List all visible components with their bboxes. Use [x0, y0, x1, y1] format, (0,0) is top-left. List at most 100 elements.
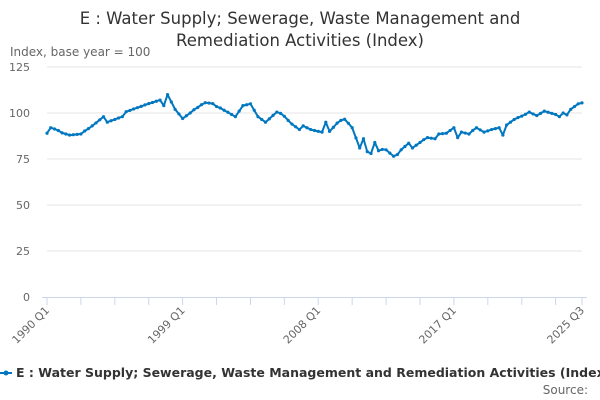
data-point — [98, 118, 102, 122]
data-point — [535, 113, 539, 118]
y-axis-label: Index, base year = 100 — [10, 45, 151, 59]
x-tick-label: 2008 Q1 — [281, 304, 324, 347]
data-point — [116, 116, 121, 120]
data-point — [576, 102, 580, 106]
data-point — [154, 99, 158, 103]
data-point — [109, 119, 113, 123]
data-point — [267, 117, 271, 121]
data-point — [350, 126, 354, 130]
data-point — [71, 133, 75, 137]
data-point — [557, 115, 561, 119]
data-point — [569, 107, 573, 111]
data-point — [376, 149, 381, 153]
data-point — [237, 109, 241, 113]
data-point — [354, 136, 358, 140]
data-point — [94, 121, 98, 125]
data-point — [282, 114, 286, 118]
data-point — [538, 111, 543, 115]
data-point — [489, 127, 494, 132]
data-point — [177, 112, 181, 116]
data-point — [501, 133, 505, 137]
source-label: Source: — [542, 383, 588, 397]
data-point — [199, 103, 204, 107]
data-point — [331, 125, 335, 129]
gridlines — [47, 66, 582, 252]
data-point — [207, 101, 211, 105]
data-point — [124, 110, 128, 114]
data-point — [309, 127, 313, 132]
data-point — [214, 104, 219, 109]
data-point — [508, 120, 513, 124]
y-axis-ticks: 0 25 50 75 100 125 — [9, 61, 30, 304]
data-point — [196, 105, 200, 110]
x-tick-label: 1999 Q1 — [145, 304, 188, 347]
data-point — [188, 111, 192, 115]
data-point — [79, 132, 83, 136]
data-point — [422, 138, 426, 142]
chart-title-line-2: Remediation Activities (Index) — [176, 31, 424, 50]
data-point — [444, 131, 448, 135]
data-point — [471, 128, 475, 133]
data-point — [561, 111, 565, 115]
data-point — [245, 103, 249, 107]
data-point — [459, 130, 464, 134]
data-point — [531, 112, 535, 116]
line-chart: 0 25 50 75 100 125 1990 Q1 1999 Q1 2008 Q1 2017 … — [9, 61, 587, 347]
data-point — [440, 132, 445, 136]
data-point — [226, 110, 230, 114]
data-point — [45, 131, 49, 135]
data-point — [192, 108, 196, 112]
data-point — [275, 110, 279, 114]
chart-title: E : Water Supply; Sewerage, Waste Manage… — [0, 8, 600, 52]
data-point — [222, 108, 226, 112]
data-point — [233, 115, 237, 119]
data-point — [312, 128, 317, 133]
data-point — [56, 128, 60, 133]
data-point — [339, 118, 343, 122]
data-point — [301, 124, 305, 128]
data-point — [403, 144, 407, 149]
data-point — [218, 106, 222, 110]
data-point — [248, 102, 253, 106]
data-point — [75, 132, 79, 136]
legend[interactable]: E : Water Supply; Sewerage, Waste Manage… — [0, 365, 600, 380]
data-point — [83, 129, 87, 133]
data-point — [388, 151, 392, 155]
data-point — [358, 146, 362, 150]
data-point — [286, 118, 290, 122]
data-point — [429, 136, 433, 140]
y-tick-label: 25 — [16, 245, 30, 258]
data-point — [211, 102, 215, 106]
data-point — [316, 129, 320, 133]
legend-line-icon — [0, 370, 12, 375]
data-point — [463, 131, 467, 135]
data-point — [546, 110, 550, 114]
y-tick-label: 50 — [16, 199, 30, 212]
data-point — [335, 121, 339, 125]
y-tick-label: 100 — [9, 107, 30, 120]
data-point — [373, 140, 377, 145]
data-point — [271, 113, 275, 117]
data-point — [230, 112, 234, 117]
data-point — [384, 148, 388, 152]
data-point — [478, 128, 482, 132]
data-point — [305, 126, 309, 130]
data-point — [252, 108, 256, 112]
data-point — [365, 150, 369, 154]
series-line — [46, 93, 583, 158]
data-point — [90, 124, 94, 128]
data-point — [410, 146, 415, 150]
data-point — [448, 128, 452, 133]
data-point — [516, 116, 520, 120]
data-point — [580, 101, 584, 105]
data-point — [512, 117, 516, 122]
data-point — [278, 111, 283, 115]
data-point — [150, 100, 155, 105]
chart-title-line-1: E : Water Supply; Sewerage, Waste Manage… — [79, 9, 521, 28]
data-point — [290, 122, 294, 126]
x-axis: 1990 Q1 1999 Q1 2008 Q1 2017 Q1 2025 Q3 — [10, 297, 587, 347]
data-point — [550, 111, 554, 115]
data-point — [60, 131, 64, 135]
data-point — [86, 127, 91, 131]
data-point — [113, 117, 117, 122]
